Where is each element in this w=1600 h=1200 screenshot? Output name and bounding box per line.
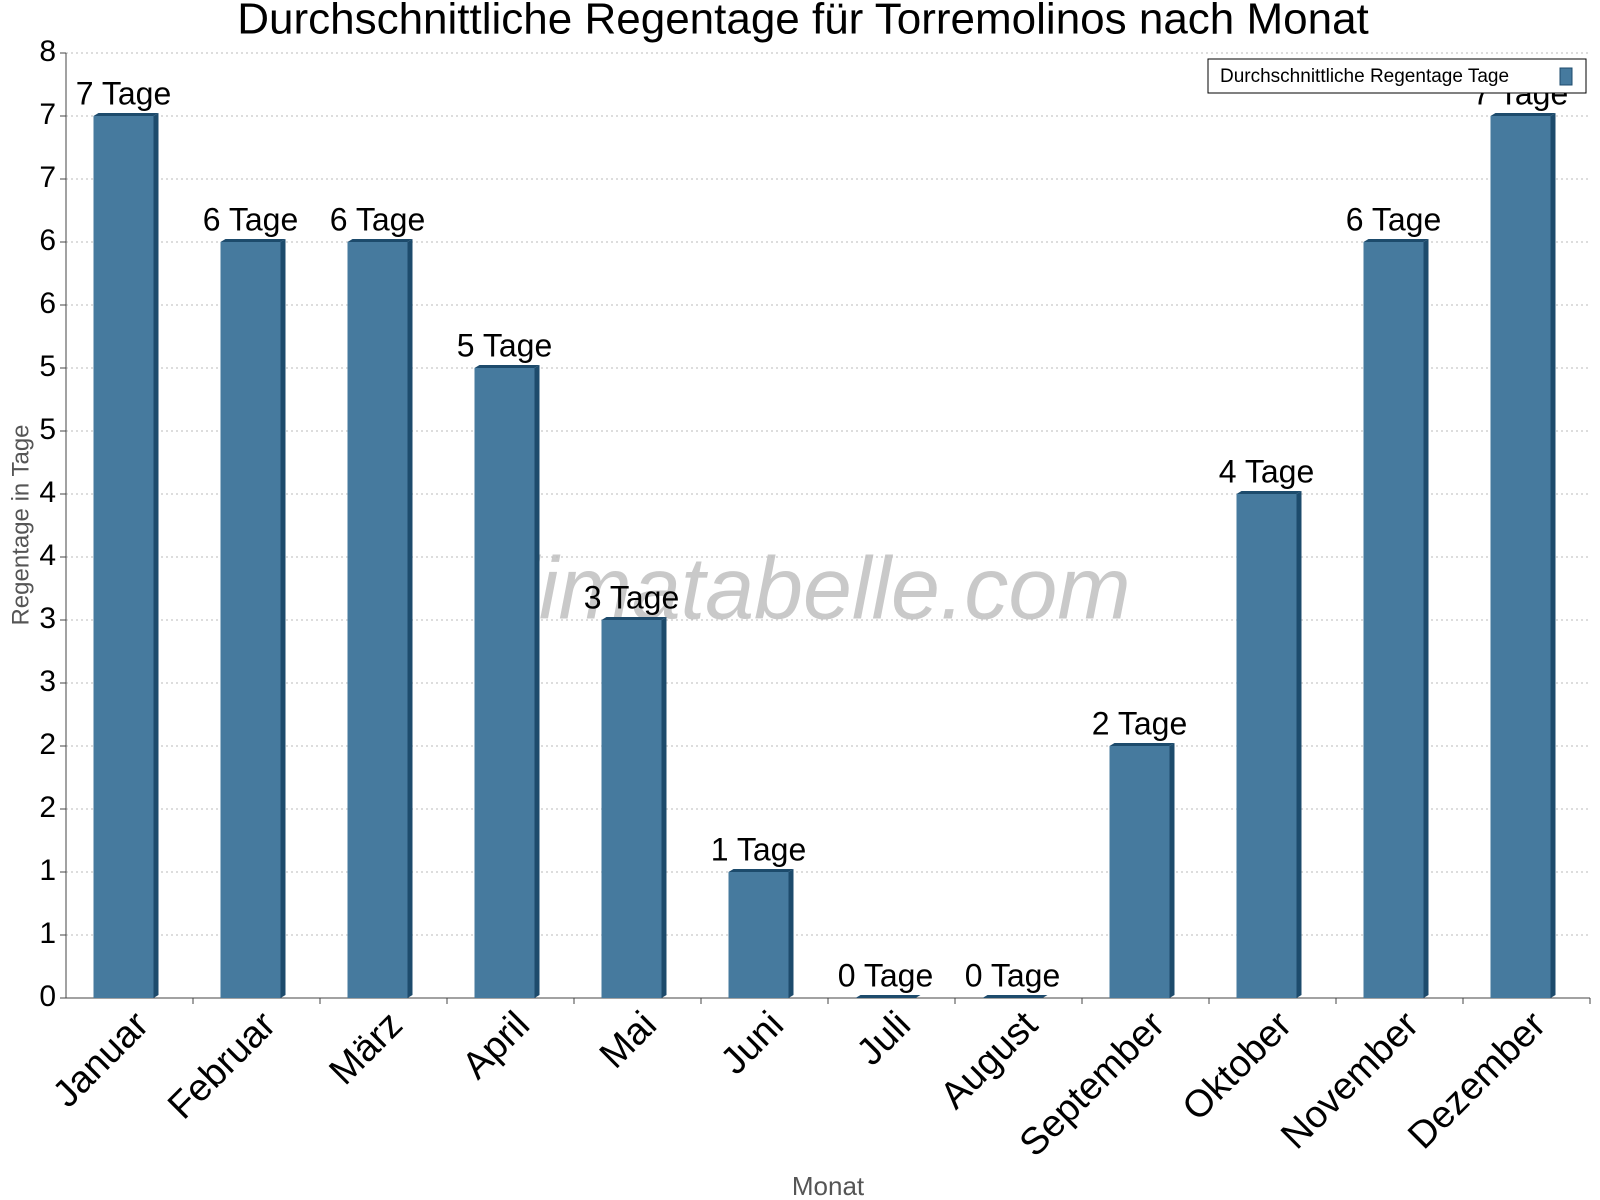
y-tick-label: 2 (39, 791, 56, 824)
y-tick-label: 5 (39, 350, 56, 383)
bar-side (153, 113, 159, 998)
legend-box (1207, 58, 1587, 94)
bar-side (280, 239, 286, 998)
y-tick-label: 4 (39, 539, 56, 572)
y-axis-label: Regentage in Tage (7, 424, 34, 625)
data-label: 2 Tage (1092, 705, 1188, 741)
bar-side (534, 365, 540, 998)
bar (347, 242, 408, 998)
y-tick-label: 8 (39, 35, 56, 68)
bar (220, 242, 281, 998)
bar (1490, 116, 1551, 998)
x-tick-label: Oktober (1175, 1004, 1301, 1130)
bar (601, 620, 662, 998)
x-tick-label: April (454, 1004, 537, 1087)
data-label: 0 Tage (838, 957, 934, 993)
legend-label: Durchschnittliche Regentage Tage (1220, 66, 1509, 87)
bar-top (982, 995, 1048, 998)
y-tick-label: 7 (39, 98, 56, 131)
data-label: 6 Tage (330, 201, 426, 237)
y-tick-label: 7 (39, 161, 56, 194)
bar-top (1236, 491, 1302, 494)
y-tick-label: 3 (39, 665, 56, 698)
x-axis-label: Monat (792, 1171, 865, 1200)
bar-group (220, 239, 286, 998)
bar-group (1363, 239, 1429, 998)
bar-top (855, 995, 921, 998)
watermark: klimatabelle.com (475, 538, 1130, 637)
bar-group (347, 239, 413, 998)
x-tick-label: Juli (849, 1004, 919, 1074)
bar-group (601, 617, 667, 998)
data-label: 6 Tage (1346, 201, 1442, 237)
bar-side (1423, 239, 1429, 998)
data-label: 5 Tage (457, 327, 553, 363)
legend-swatch (1559, 67, 1573, 86)
bar-top (728, 869, 794, 872)
bar-side (1550, 113, 1556, 998)
bar-side (407, 239, 413, 998)
bar-top (1490, 113, 1556, 116)
bar-side (788, 869, 794, 998)
y-tick-label: 6 (39, 287, 56, 320)
bar-top (601, 617, 667, 620)
bar-group (1236, 491, 1302, 998)
bar-group (1490, 113, 1556, 998)
data-label: 4 Tage (1219, 453, 1315, 489)
bar-side (661, 617, 667, 998)
y-tick-label: 1 (39, 854, 56, 887)
bar (1109, 746, 1170, 998)
bar-top (220, 239, 286, 242)
data-label: 1 Tage (711, 831, 807, 867)
y-tick-label: 2 (39, 728, 56, 761)
bar-group (1109, 743, 1175, 998)
x-tick-label: März (322, 1004, 411, 1093)
bar-top (1109, 743, 1175, 746)
x-tick-label: Februar (160, 1004, 284, 1128)
bar (1363, 242, 1424, 998)
x-tick-label: Mai (592, 1004, 665, 1077)
bar-top (93, 113, 159, 116)
data-label: 0 Tage (965, 957, 1061, 993)
bar (93, 116, 154, 998)
x-tick-label: Januar (45, 1004, 157, 1116)
bar-top (1363, 239, 1429, 242)
bar-group (474, 365, 540, 998)
chart-title: Durchschnittliche Regentage für Torremol… (237, 0, 1369, 44)
bar-group (728, 869, 794, 998)
x-tick-label: November (1273, 1004, 1427, 1158)
y-tick-label: 0 (39, 980, 56, 1013)
bar-group (855, 995, 921, 998)
bar (474, 368, 535, 998)
x-tick-label: Juni (713, 1004, 792, 1083)
bar-side (1169, 743, 1175, 998)
y-tick-label: 3 (39, 602, 56, 635)
bar-side (1296, 491, 1302, 998)
bar-top (474, 365, 540, 368)
bar-top (347, 239, 413, 242)
bar (728, 872, 789, 998)
bar-group (93, 113, 159, 998)
bar-group (982, 995, 1048, 998)
bar (1236, 494, 1297, 998)
y-tick-label: 6 (39, 224, 56, 257)
y-tick-label: 4 (39, 476, 56, 509)
x-tick-label: Dezember (1400, 1004, 1554, 1158)
data-label: 7 Tage (76, 75, 172, 111)
data-label: 3 Tage (584, 579, 680, 615)
y-tick-label: 5 (39, 413, 56, 446)
x-tick-label: August (933, 1003, 1047, 1117)
data-label: 6 Tage (203, 201, 299, 237)
y-tick-label: 1 (39, 917, 56, 950)
